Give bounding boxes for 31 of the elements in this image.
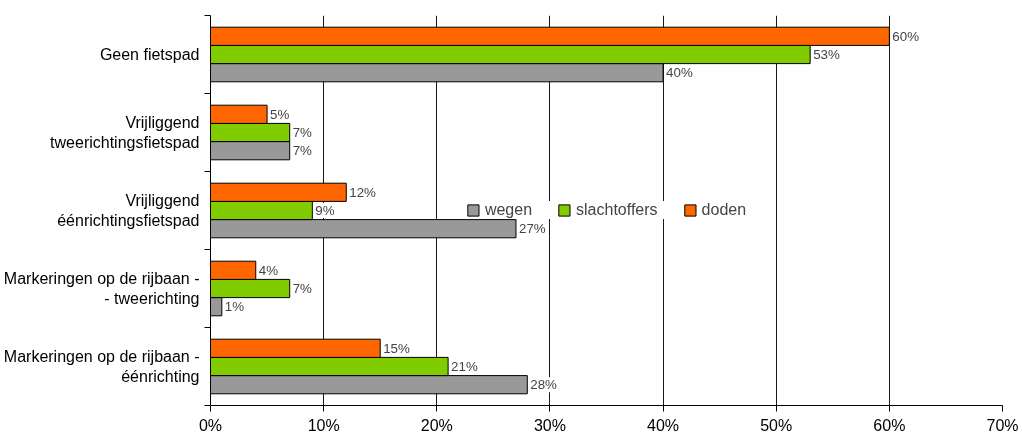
- y-tick-label: Markeringen op de rijbaan - - tweerichting: [3, 269, 200, 308]
- legend-label: doden: [701, 201, 747, 219]
- data-label: 21%: [451, 359, 478, 374]
- x-tick-label: 30%: [533, 416, 566, 434]
- x-tick-label: 50%: [760, 416, 793, 434]
- data-label: 12%: [349, 184, 377, 200]
- data-label: 7%: [292, 281, 313, 296]
- data-label: 27%: [518, 221, 546, 237]
- y-tick-label: Vrijliggend tweerichtingsfietspad: [50, 113, 200, 152]
- data-label: 4%: [258, 262, 279, 278]
- data-label: 7%: [292, 125, 313, 140]
- data-label: 7%: [292, 143, 313, 159]
- y-tick-label: Vrijliggend éénrichtingsfietspad: [57, 191, 200, 230]
- x-tick-label: 40%: [647, 416, 680, 434]
- data-label: 9%: [315, 203, 335, 218]
- y-tick-label: Markeringen op de rijbaan - éénrichting: [3, 347, 200, 386]
- x-tick-label: 20%: [420, 416, 453, 434]
- data-label: 15%: [383, 340, 411, 356]
- legend-label: wegen: [484, 201, 533, 219]
- y-tick-label: Geen fietspad: [99, 46, 200, 63]
- legend-label: slachtoffers: [576, 201, 658, 219]
- x-tick-label: 60%: [873, 416, 906, 434]
- data-label: 60%: [892, 28, 920, 44]
- data-label: 1%: [224, 299, 245, 315]
- data-label: 53%: [813, 47, 840, 62]
- data-label: 28%: [530, 377, 558, 393]
- x-tick-label: 70%: [986, 416, 1019, 434]
- data-label: 40%: [666, 65, 693, 81]
- data-label: 5%: [270, 106, 290, 122]
- x-tick-label: 0%: [198, 416, 223, 434]
- x-tick-label: 10%: [307, 416, 340, 434]
